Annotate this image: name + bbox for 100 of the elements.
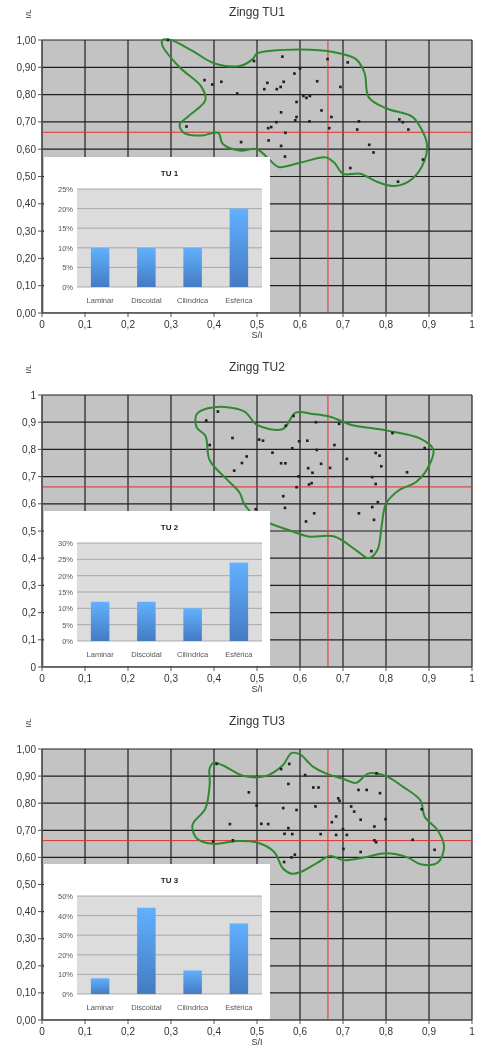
y-tick-label: 0,3 bbox=[22, 579, 37, 591]
point bbox=[281, 55, 284, 58]
bar bbox=[229, 562, 249, 641]
y-tick-label: 0,70 bbox=[16, 116, 37, 128]
point bbox=[315, 79, 319, 83]
point bbox=[267, 139, 270, 142]
y-tick-label: 0,80 bbox=[16, 89, 37, 101]
x-tick-label: 0,2 bbox=[121, 319, 136, 330]
point bbox=[290, 446, 294, 450]
point bbox=[433, 848, 436, 852]
bar bbox=[90, 601, 110, 641]
x-tick-label: 0,4 bbox=[207, 1026, 222, 1037]
point bbox=[219, 80, 223, 84]
point bbox=[254, 507, 258, 511]
x-tick-label: 0,7 bbox=[336, 673, 351, 684]
y-tick-label: 1,00 bbox=[16, 34, 37, 46]
point bbox=[235, 92, 239, 95]
x-tick-label: 0,4 bbox=[207, 319, 222, 330]
point bbox=[314, 805, 317, 808]
chart-title: TU 1 bbox=[160, 169, 179, 178]
point bbox=[308, 120, 311, 123]
y-tick-label: 0,30 bbox=[16, 225, 37, 237]
y-tick-label: 0,60 bbox=[16, 143, 37, 155]
point bbox=[284, 461, 287, 465]
point bbox=[384, 817, 387, 821]
point bbox=[284, 424, 288, 428]
y-tick-label: 0,90 bbox=[16, 770, 37, 782]
x-axis-title: S/I bbox=[251, 684, 263, 694]
point bbox=[373, 825, 376, 828]
point bbox=[305, 439, 309, 443]
point bbox=[372, 151, 375, 154]
point bbox=[259, 822, 263, 826]
point bbox=[284, 131, 287, 135]
chart-title: Zingg TU2 bbox=[229, 360, 286, 374]
x-axis-title: S/I bbox=[251, 330, 263, 340]
x-tick-label: 0,3 bbox=[164, 319, 179, 330]
x-tick-label: 1 bbox=[469, 673, 476, 684]
point bbox=[407, 128, 410, 131]
y-tick-label: 1,00 bbox=[16, 743, 37, 755]
y-tick-label: 0,00 bbox=[16, 1014, 37, 1026]
point bbox=[378, 454, 381, 457]
y-axis-title: I/L bbox=[24, 364, 33, 374]
point bbox=[271, 451, 274, 454]
y-tick-label: 0,60 bbox=[16, 851, 37, 863]
y-tick-label: 0,90 bbox=[16, 61, 37, 73]
y-tick-label: 0,9 bbox=[22, 416, 37, 428]
point bbox=[411, 838, 414, 842]
point bbox=[327, 126, 331, 130]
x-tick-label: 0,7 bbox=[336, 1026, 351, 1037]
y-tick-label: 0,50 bbox=[16, 171, 37, 182]
point bbox=[375, 772, 378, 775]
point bbox=[355, 128, 359, 131]
x-tick-label: 0,6 bbox=[293, 319, 308, 330]
point bbox=[346, 61, 350, 64]
point bbox=[312, 512, 316, 515]
y-tick-label: 0,20 bbox=[16, 252, 37, 264]
x-tick-label: 0,8 bbox=[379, 673, 394, 684]
y-tick-label: 0,80 bbox=[16, 797, 37, 809]
x-tick-label: 0,2 bbox=[121, 1026, 136, 1037]
x-tick-label: 0 bbox=[39, 319, 46, 330]
x-tick-label: 0,7 bbox=[336, 319, 351, 330]
x-tick-label: 0,8 bbox=[379, 1026, 394, 1037]
point bbox=[281, 494, 285, 498]
point bbox=[379, 464, 383, 468]
point bbox=[320, 109, 323, 112]
y-axis-title: I/L bbox=[24, 9, 33, 19]
point bbox=[245, 455, 248, 458]
point bbox=[210, 83, 214, 86]
bar bbox=[137, 601, 156, 641]
y-tick-label: 0,4 bbox=[22, 552, 37, 564]
point bbox=[336, 797, 340, 800]
point bbox=[359, 818, 362, 822]
bar bbox=[229, 923, 249, 994]
point bbox=[293, 72, 296, 75]
point bbox=[312, 786, 315, 789]
x-tick-label: 0,8 bbox=[379, 319, 394, 330]
y-tick-label: 0,40 bbox=[16, 198, 37, 210]
y-tick-label: 0,50 bbox=[16, 879, 37, 890]
x-tick-label: 0,6 bbox=[293, 1026, 308, 1037]
point bbox=[204, 419, 208, 422]
y-tick-label: 0,70 bbox=[16, 824, 37, 836]
point bbox=[255, 804, 258, 807]
point bbox=[338, 799, 341, 803]
x-tick-label: 1 bbox=[469, 1026, 476, 1037]
x-tick-label: 0,3 bbox=[164, 673, 179, 684]
bar bbox=[183, 608, 202, 641]
x-tick-label: 0,9 bbox=[422, 1026, 437, 1037]
point bbox=[185, 125, 188, 128]
y-tick-label: 0,8 bbox=[22, 443, 37, 455]
y-tick-label: 0,7 bbox=[22, 471, 37, 483]
x-tick-label: 0,5 bbox=[250, 319, 265, 330]
x-tick-label: 0,9 bbox=[422, 319, 437, 330]
y-tick-label: 0,30 bbox=[16, 933, 37, 945]
x-axis-title: S/I bbox=[251, 1037, 263, 1047]
x-tick-label: 0,1 bbox=[78, 673, 93, 684]
y-tick-label: 0,1 bbox=[22, 634, 37, 646]
x-tick-label: 0,6 bbox=[293, 673, 308, 684]
point bbox=[352, 810, 356, 813]
x-tick-label: 0 bbox=[39, 1026, 46, 1037]
x-tick-label: 0,4 bbox=[207, 673, 222, 684]
